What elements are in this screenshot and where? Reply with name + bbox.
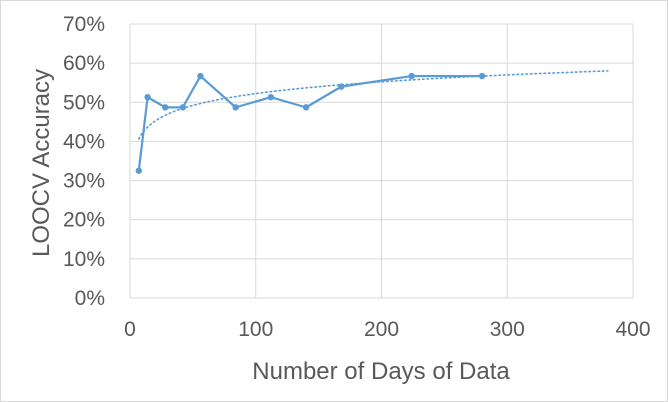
y-tick-label: 10% bbox=[63, 248, 105, 271]
data-point bbox=[267, 93, 275, 101]
gridlines bbox=[129, 23, 634, 299]
x-tick-label: 300 bbox=[490, 318, 525, 341]
trendline-path bbox=[138, 70, 609, 140]
x-axis-title: Number of Days of Data bbox=[252, 358, 510, 385]
data-point bbox=[302, 104, 310, 111]
data-point bbox=[478, 72, 486, 80]
data-point bbox=[135, 167, 143, 174]
x-tick-labels: 0 100 200 300 400 bbox=[124, 318, 650, 341]
y-tick-label: 20% bbox=[63, 209, 105, 232]
x-tick-label: 200 bbox=[364, 318, 399, 341]
data-point bbox=[408, 72, 415, 80]
series-line bbox=[137, 74, 483, 171]
data-point bbox=[144, 93, 151, 101]
data-series bbox=[135, 72, 486, 174]
x-tick-label: 0 bbox=[124, 318, 136, 341]
y-tick-label: 50% bbox=[63, 91, 105, 114]
data-point bbox=[179, 104, 187, 111]
data-point bbox=[162, 104, 169, 111]
trendline bbox=[138, 70, 609, 140]
y-axis-title: LOOCV Accuracy bbox=[28, 69, 55, 257]
data-point bbox=[197, 72, 204, 80]
data-point bbox=[232, 104, 239, 111]
y-tick-label: 40% bbox=[63, 130, 105, 153]
y-tick-label: 30% bbox=[63, 170, 105, 193]
x-tick-label: 100 bbox=[238, 318, 273, 341]
data-point bbox=[338, 83, 345, 90]
y-tick-label: 70% bbox=[63, 13, 105, 36]
y-tick-labels: 0% 10% 20% 30% 40% 50% 60% 70% bbox=[63, 13, 105, 310]
y-tick-label: 60% bbox=[63, 52, 105, 75]
x-tick-label: 400 bbox=[615, 318, 650, 341]
y-tick-label: 0% bbox=[75, 287, 105, 310]
